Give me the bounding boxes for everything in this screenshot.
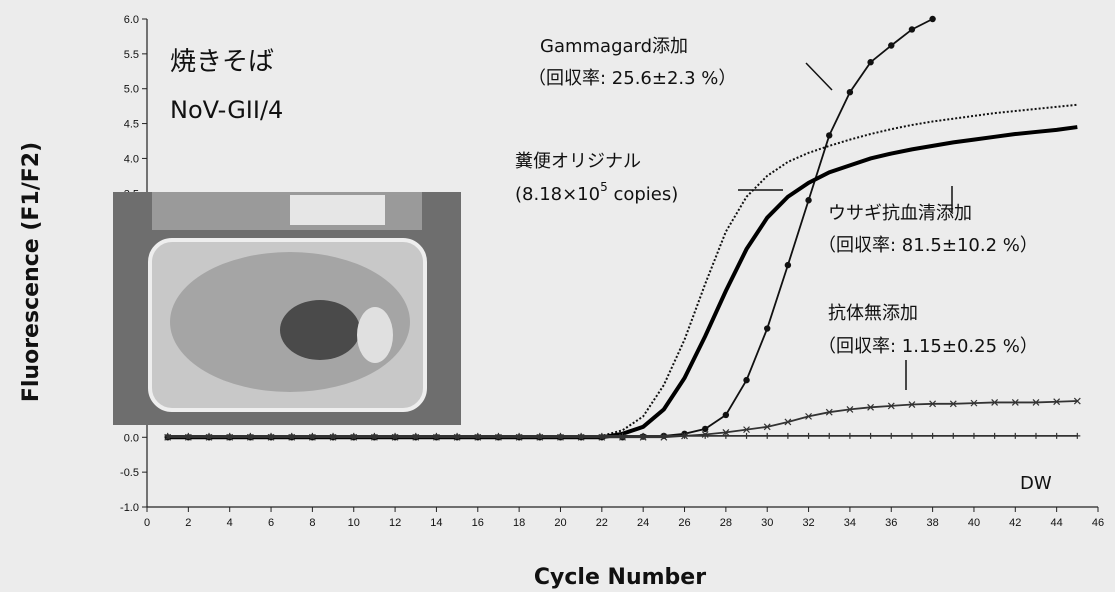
- x-tick-label: 36: [885, 517, 897, 529]
- point: [888, 42, 894, 48]
- x-axis-title: Cycle Number: [534, 565, 706, 590]
- y-tick-label: -1.0: [120, 502, 139, 514]
- x-tick-label: 20: [554, 517, 566, 529]
- point: [826, 132, 832, 138]
- point: [764, 433, 770, 439]
- x-tick-label: 42: [1009, 517, 1021, 529]
- annotation: ウサギ抗血清添加: [828, 203, 972, 224]
- point: [785, 433, 791, 439]
- x-tick-label: 34: [844, 517, 856, 529]
- point: [1054, 433, 1060, 439]
- annotation: （回収率: 25.6±2.3 %）: [528, 68, 736, 89]
- point: [847, 89, 853, 95]
- point: [847, 433, 853, 439]
- annotation-exponent: 5: [600, 180, 608, 194]
- point: [929, 16, 935, 22]
- x-tick-label: 46: [1092, 517, 1104, 529]
- y-tick-label: 0.0: [124, 432, 139, 444]
- point: [868, 433, 874, 439]
- x-tick-label: 38: [926, 517, 938, 529]
- y-tick-label: -0.5: [120, 467, 139, 479]
- x-tick-label: 28: [720, 517, 732, 529]
- point: [909, 26, 915, 32]
- x-tick-label: 14: [430, 517, 442, 529]
- x-tick-label: 10: [348, 517, 360, 529]
- chart: -1.0-0.50.00.51.01.52.02.53.03.54.04.55.…: [0, 0, 1115, 592]
- annotation: Gammagard添加: [540, 36, 688, 57]
- annotation-part: (8.18×10: [515, 184, 600, 205]
- point: [826, 433, 832, 439]
- leader-line: [806, 63, 832, 90]
- annotation: NoV-GII/4: [170, 96, 283, 124]
- x-tick-label: 2: [185, 517, 191, 529]
- page: {"chart_data": { "type": "line", "xlabel…: [0, 0, 1115, 592]
- x-tick-label: 22: [596, 517, 608, 529]
- point: [888, 433, 894, 439]
- y-tick-label: 5.5: [124, 49, 139, 61]
- x-tick-label: 40: [968, 517, 980, 529]
- point: [764, 325, 770, 331]
- point: [1074, 433, 1080, 439]
- x-tick-label: 12: [389, 517, 401, 529]
- point: [805, 197, 811, 203]
- point: [971, 433, 977, 439]
- x-tick-label: 4: [227, 517, 233, 529]
- x-tick-label: 16: [472, 517, 484, 529]
- photo-cabbage: [357, 307, 393, 363]
- point: [930, 433, 936, 439]
- point: [744, 433, 750, 439]
- annotation: 抗体無添加: [828, 303, 918, 324]
- y-tick-label: 4.5: [124, 119, 139, 131]
- point: [992, 433, 998, 439]
- x-tick-label: 8: [309, 517, 315, 529]
- x-tick-label: 6: [268, 517, 274, 529]
- x-tick-label: 0: [144, 517, 150, 529]
- annotation: 焼きそば: [170, 47, 274, 77]
- annotation: (8.18×105 copies): [515, 180, 678, 205]
- point: [1012, 433, 1018, 439]
- x-tick-label: 26: [678, 517, 690, 529]
- point: [950, 433, 956, 439]
- annotation: （回収率: 81.5±10.2 %）: [818, 235, 1038, 256]
- point: [702, 426, 708, 432]
- x-tick-label: 44: [1051, 517, 1063, 529]
- food-photo: [113, 192, 461, 425]
- point: [909, 433, 915, 439]
- x-tick-label: 32: [802, 517, 814, 529]
- annotation-part: copies): [608, 184, 679, 205]
- point: [743, 377, 749, 383]
- y-tick-label: 6.0: [124, 14, 139, 26]
- annotation: DW: [1020, 473, 1052, 494]
- annotation: 糞便オリジナル: [515, 151, 641, 172]
- y-axis-title: Fluorescence (F1/F2): [19, 142, 44, 402]
- x-tick-label: 18: [513, 517, 525, 529]
- photo-label: [290, 195, 385, 225]
- point: [723, 412, 729, 418]
- point: [785, 262, 791, 268]
- point: [806, 433, 812, 439]
- x-tick-label: 24: [637, 517, 649, 529]
- point: [867, 59, 873, 65]
- y-tick-label: 5.0: [124, 84, 139, 96]
- point: [1033, 433, 1039, 439]
- annotation: （回収率: 1.15±0.25 %）: [818, 336, 1038, 357]
- x-tick-label: 30: [761, 517, 773, 529]
- y-tick-label: 4.0: [124, 153, 139, 165]
- photo-sauce: [280, 300, 360, 360]
